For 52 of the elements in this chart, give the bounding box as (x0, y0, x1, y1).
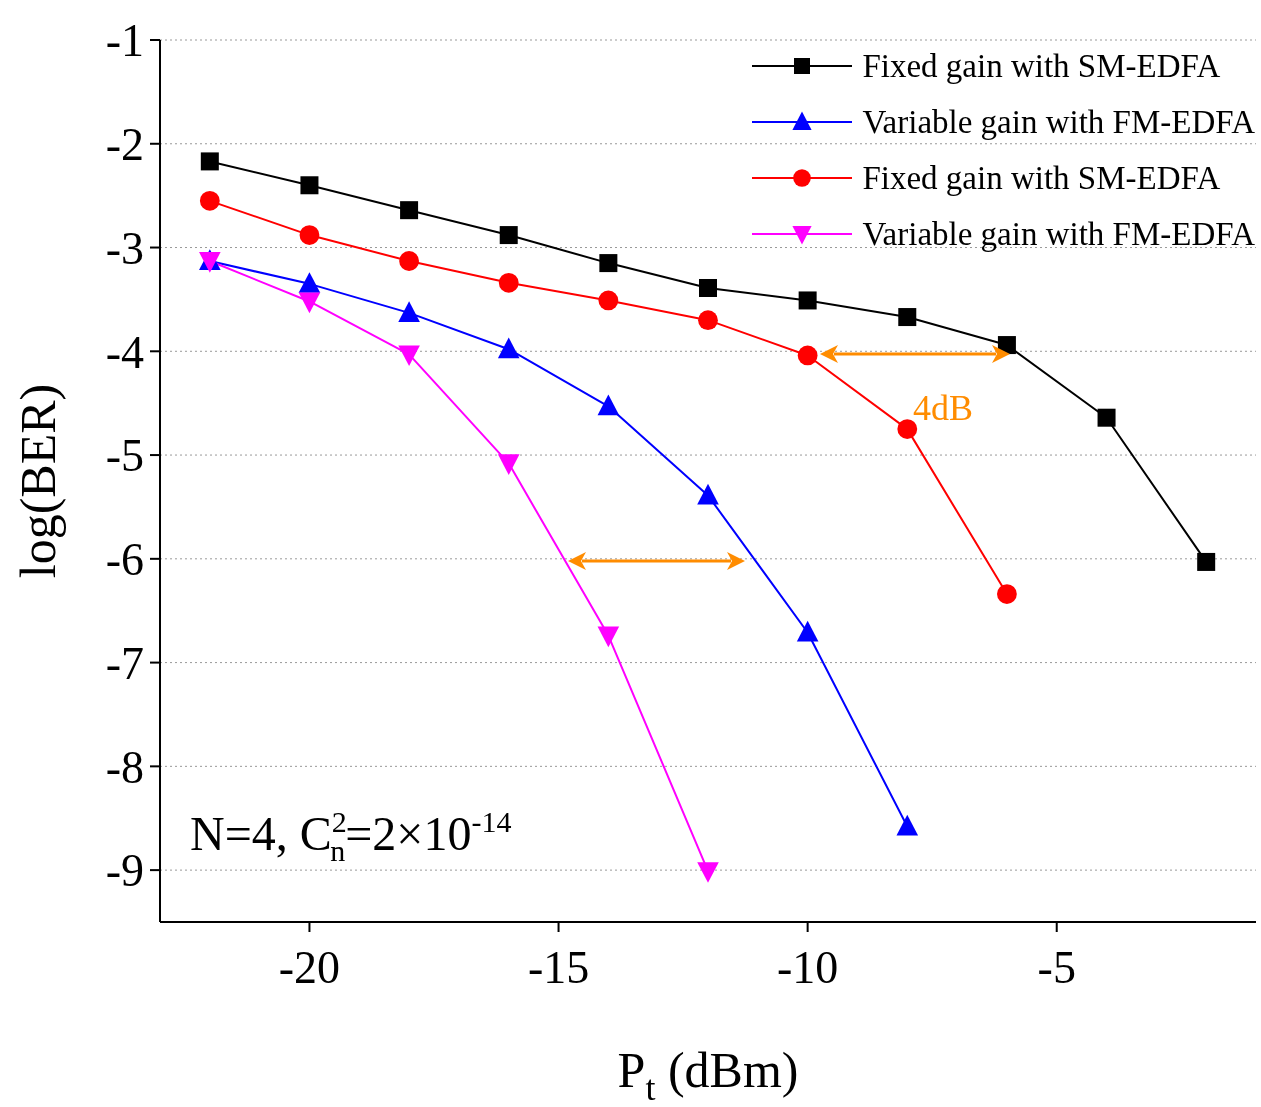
y-tick-label: -1 (105, 15, 144, 67)
point (597, 394, 620, 416)
legend-label: Fixed gain with SM-EDFA (862, 159, 1221, 197)
x-axis-title: P$_{t}$ (dBm) (617, 1042, 799, 1107)
point (199, 190, 220, 211)
point (1197, 552, 1216, 571)
point (498, 272, 519, 293)
point (797, 345, 818, 366)
point (497, 337, 520, 359)
legend-label: Variable gain with FM-EDFA (862, 103, 1255, 141)
y-axis-title: log(BER) (10, 383, 66, 579)
point (598, 290, 619, 311)
point (1097, 408, 1116, 427)
point (398, 301, 420, 322)
point (699, 279, 717, 297)
y-tick-label: -5 (105, 430, 144, 482)
point (497, 454, 520, 476)
point (698, 310, 718, 331)
point (400, 201, 419, 220)
point (399, 251, 419, 271)
point (597, 626, 620, 648)
y-tick-label: -9 (105, 845, 144, 897)
annotation: 4dB (913, 388, 974, 428)
point (897, 419, 918, 440)
point (997, 584, 1017, 604)
legend-label: Variable gain with FM-EDFA (862, 215, 1255, 253)
y-tick-label: -7 (105, 637, 144, 689)
point (697, 862, 719, 883)
point (599, 254, 618, 273)
y-tick-label: -3 (105, 222, 144, 274)
point (798, 291, 817, 310)
x-tick-label: -20 (278, 941, 341, 993)
point (299, 225, 320, 245)
point (200, 152, 219, 171)
y-tick-label: -6 (105, 534, 144, 586)
point (896, 814, 919, 836)
x-tick-label: -15 (527, 941, 590, 993)
legend-label: Fixed gain with SM-EDFA (862, 47, 1221, 85)
point (298, 272, 321, 293)
point (697, 483, 719, 505)
x-tick-label: -10 (776, 941, 839, 993)
annotation: N=4, C$^{2}$$_{n}$=2×10$^{-14}$ (190, 805, 512, 867)
point (796, 620, 819, 642)
point (298, 292, 321, 314)
x-tick-label: -5 (1037, 941, 1076, 993)
point (300, 176, 319, 195)
y-tick-label: -8 (105, 741, 144, 793)
point (499, 226, 518, 245)
y-tick-label: -4 (105, 326, 144, 378)
y-tick-label: -2 (105, 119, 144, 171)
point (398, 345, 420, 367)
point (898, 308, 917, 327)
